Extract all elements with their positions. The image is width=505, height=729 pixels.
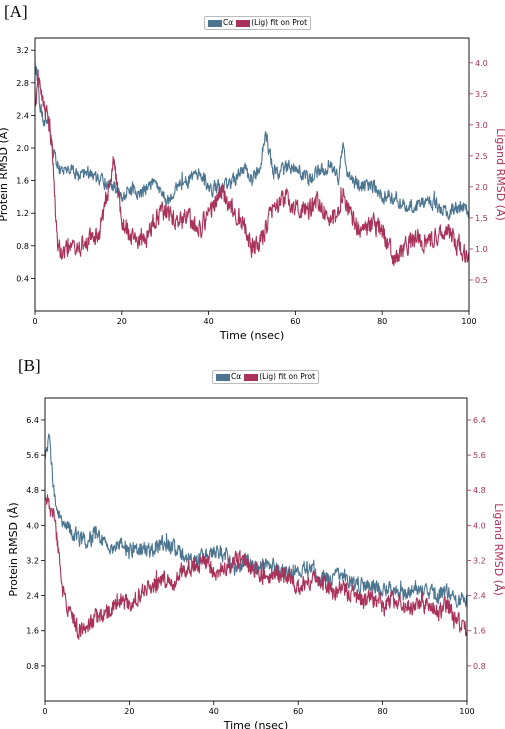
- y-tick-label-left: 2.8: [16, 79, 29, 88]
- legend-label-lig: (Lig) fit on Prot: [251, 18, 308, 27]
- rmsd-chart-a: 0 20 40 60 80 100 0.4 0.8 1.2 1.6 2.0 2.4 2.8 3.2 0.5 1…: [0, 37, 505, 342]
- y-tick-label-right: 4.8: [473, 486, 486, 495]
- chart-legend: Cα (Lig) fit on Prot: [212, 370, 320, 384]
- y-tick-label-left: 4.8: [26, 486, 39, 495]
- y-tick-label-right: 1.6: [473, 627, 486, 636]
- legend-swatch-ca: [216, 373, 230, 381]
- legend-swatch-lig: [236, 19, 251, 27]
- x-tick-label: 0: [42, 707, 47, 716]
- y-tick-label-right: 1.5: [475, 214, 488, 223]
- x-tick-label: 40: [209, 707, 219, 716]
- legend-label-lig: (Lig) fit on Prot: [259, 372, 316, 381]
- x-tick-label: 20: [117, 317, 127, 326]
- y-tick-label-right: 2.0: [475, 183, 488, 192]
- y-tick-label-left: 0.4: [16, 274, 29, 283]
- y-tick-label-right: 3.5: [475, 90, 488, 99]
- y-tick-label-right: 3.0: [475, 121, 488, 130]
- chart-legend: Cα (Lig) fit on Prot: [204, 16, 312, 30]
- series-line-ca: [45, 433, 467, 608]
- y-tick-label-left: 6.4: [26, 416, 39, 425]
- y-tick-label-left: 3.2: [26, 556, 39, 565]
- y-tick-label-left: 1.2: [16, 209, 29, 218]
- panel-label: [B]: [18, 356, 41, 375]
- y-tick-label-right: 4.0: [475, 59, 488, 68]
- y-axis-label-right: Ligand RMSD (Å): [494, 128, 505, 221]
- y-tick-label-left: 4.0: [26, 521, 39, 530]
- y-tick-label-left: 1.6: [16, 177, 29, 186]
- x-tick-label: 20: [124, 707, 134, 716]
- x-tick-label: 80: [377, 317, 387, 326]
- legend-swatch-lig: [244, 373, 259, 381]
- y-tick-label-right: 2.4: [473, 592, 486, 601]
- x-tick-label: 80: [378, 707, 388, 716]
- y-tick-label-left: 2.4: [16, 111, 29, 120]
- legend-label-ca: Cα: [223, 18, 234, 27]
- x-tick-label: 60: [290, 317, 300, 326]
- panel-a: [A] Cα (Lig) fit on Prot 0 20 40 60 80 100 0.4 0…: [0, 0, 505, 342]
- y-tick-label-left: 0.8: [26, 662, 39, 671]
- x-tick-label: 0: [32, 317, 37, 326]
- y-tick-label-right: 5.6: [473, 451, 486, 460]
- y-tick-label-right: 2.5: [475, 152, 488, 161]
- y-tick-label-right: 6.4: [473, 416, 486, 425]
- x-tick-label: 100: [461, 317, 476, 326]
- y-axis-label-left: Protein RMSD (Å): [7, 502, 20, 596]
- y-axis-label-right: Ligand RMSD (Å): [492, 503, 505, 596]
- y-tick-label-left: 1.6: [26, 627, 39, 636]
- x-tick-label: 40: [204, 317, 214, 326]
- series-line-ligand: [35, 69, 469, 267]
- y-tick-label-right: 0.8: [473, 662, 486, 671]
- y-tick-label-right: 4.0: [473, 521, 486, 530]
- x-axis-label: Time (nsec): [219, 329, 285, 342]
- y-tick-label-left: 5.6: [26, 451, 39, 460]
- series-line-ligand: [45, 493, 467, 640]
- y-tick-label-right: 0.5: [475, 276, 488, 285]
- panel-label: [A]: [4, 2, 28, 21]
- y-axis-label-left: Protein RMSD (Å): [0, 127, 10, 221]
- y-tick-label-left: 2.0: [16, 144, 29, 153]
- y-tick-label-right: 1.0: [475, 245, 488, 254]
- panel-b: [B] Cα (Lig) fit on Prot 0 20 40 60 80 100 0.8 1…: [0, 352, 505, 729]
- x-tick-label: 60: [293, 707, 303, 716]
- y-tick-label-left: 2.4: [26, 592, 39, 601]
- plot-frame: [34, 37, 470, 312]
- x-axis-label: Time (nsec): [223, 719, 289, 729]
- y-tick-label-right: 3.2: [473, 556, 486, 565]
- series-line-ca: [35, 61, 469, 221]
- y-tick-label-left: 3.2: [16, 46, 29, 55]
- y-tick-label-left: 0.8: [16, 242, 29, 251]
- legend-label-ca: Cα: [231, 372, 242, 381]
- plot-frame: [44, 397, 468, 702]
- rmsd-chart-b: 0 20 40 60 80 100 0.8 1.6 2.4 3.2 4.0 4.8 5.6 6.4 0.8 1…: [7, 397, 505, 729]
- legend-swatch-ca: [208, 19, 222, 27]
- x-tick-label: 100: [459, 707, 474, 716]
